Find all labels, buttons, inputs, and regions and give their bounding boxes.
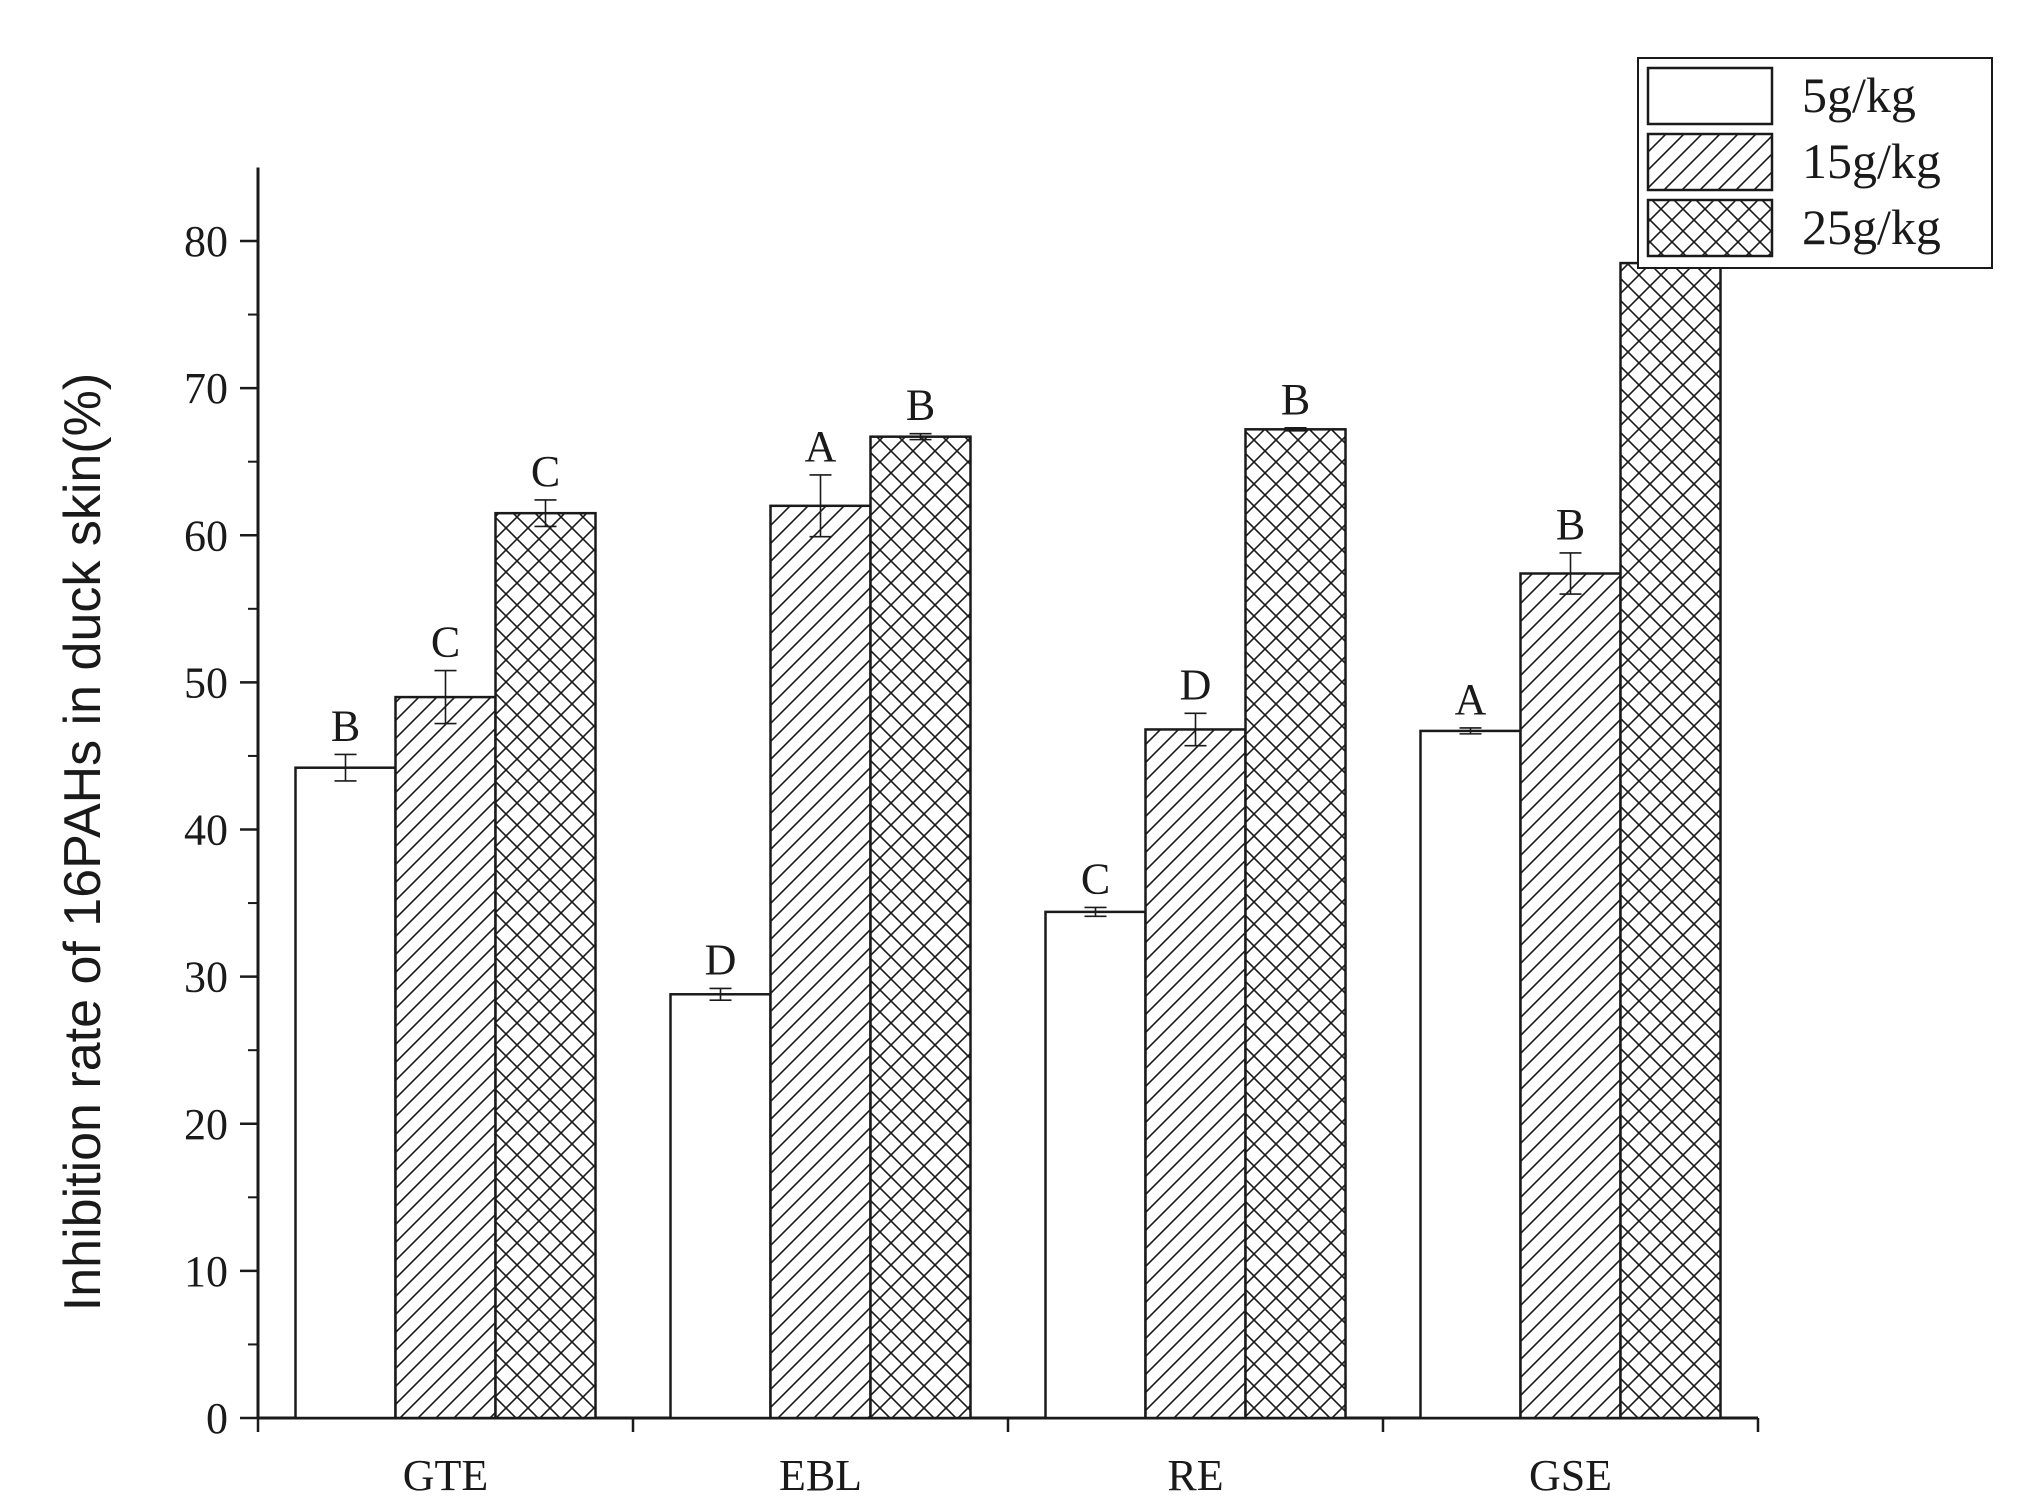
legend-label: 5g/kg [1802,67,1916,123]
significance-label: A [805,422,837,471]
significance-label: B [906,381,935,430]
bar [394,695,497,1420]
bar [1619,261,1722,1420]
x-tick-label: GSE [1529,1451,1612,1499]
significance-label: B [1556,500,1585,549]
significance-label: A [1455,675,1487,724]
legend-swatch [1646,66,1774,126]
y-tick-label: 20 [184,1100,228,1149]
bar [1144,728,1247,1420]
bar [1244,428,1347,1420]
y-tick-label: 70 [184,364,228,413]
legend-swatch [1646,198,1774,258]
x-tick-label: RE [1167,1451,1223,1499]
bar [1419,729,1522,1420]
bar [1519,572,1622,1420]
bar [294,766,397,1420]
legend-swatch [1646,132,1774,192]
bar [1044,910,1147,1420]
x-tick-label: GTE [403,1451,489,1499]
legend-label: 25g/kg [1802,199,1941,255]
y-tick-label: 80 [184,217,228,266]
significance-label: D [705,935,737,984]
y-tick-label: 30 [184,953,228,1002]
significance-label: D [1180,660,1212,709]
y-tick-label: 40 [184,806,228,855]
y-tick-label: 10 [184,1247,228,1296]
bars [294,261,1722,1420]
legend-label: 15g/kg [1802,133,1941,189]
bar [494,511,597,1420]
significance-label: C [431,618,460,667]
significance-label: B [331,701,360,750]
x-tick-label: EBL [779,1451,862,1499]
y-axis-label: Inhibition rate of 16PAHs in duck skin(%… [54,373,112,1311]
significance-label: B [1281,375,1310,424]
bar [869,435,972,1420]
y-tick-label: 0 [206,1394,228,1443]
significance-label: C [531,447,560,496]
y-tick-label: 50 [184,658,228,707]
legend: 5g/kg 15g/kg 25g/kg [1637,57,1993,269]
bar [669,993,772,1420]
significance-label: C [1081,854,1110,903]
bar [769,504,872,1420]
y-tick-label: 60 [184,511,228,560]
